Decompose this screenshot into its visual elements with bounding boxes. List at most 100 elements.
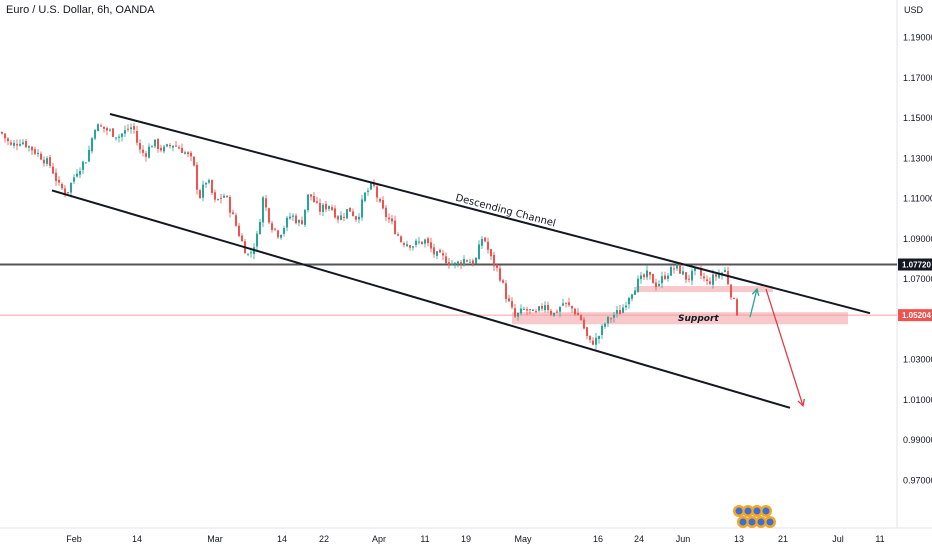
candle-body bbox=[541, 305, 543, 309]
candle-body bbox=[601, 325, 603, 336]
candle-body bbox=[445, 256, 447, 264]
candle-body bbox=[622, 307, 624, 313]
candle-body bbox=[103, 126, 105, 129]
candle-body bbox=[349, 207, 351, 212]
candle-body bbox=[286, 217, 288, 228]
candle-body bbox=[535, 311, 537, 313]
x-tick-label: 13 bbox=[734, 534, 744, 544]
candle-body bbox=[652, 274, 654, 284]
candle-body bbox=[415, 240, 417, 245]
candle-body bbox=[211, 180, 213, 193]
candle-body bbox=[538, 306, 540, 311]
y-tick-label: 1.17000 bbox=[903, 73, 932, 83]
candle-body bbox=[85, 162, 87, 164]
channel-upper-line[interactable] bbox=[109, 113, 871, 315]
candle-body bbox=[277, 230, 279, 238]
y-axis-ticks: 1.19000 1.17000 1.15000 1.13000 1.11000 1.090… bbox=[903, 33, 932, 486]
candle-body bbox=[247, 253, 249, 255]
candle-body bbox=[634, 290, 636, 295]
candle-body bbox=[604, 323, 606, 327]
candle-body bbox=[679, 262, 681, 274]
candle-body bbox=[292, 215, 294, 217]
bullish-arrow[interactable] bbox=[749, 287, 760, 318]
candle-body bbox=[238, 225, 240, 237]
candle-body bbox=[463, 258, 465, 265]
candle-body bbox=[424, 239, 426, 244]
bearish-arrow[interactable] bbox=[765, 288, 805, 408]
candle-body bbox=[490, 249, 492, 257]
candle-body bbox=[10, 142, 12, 145]
economic-events-icons[interactable] bbox=[733, 505, 776, 528]
pullback-zone[interactable] bbox=[636, 286, 773, 293]
candle-body bbox=[301, 220, 303, 225]
candle-body bbox=[379, 199, 381, 202]
candle-body bbox=[127, 128, 129, 130]
candle-body bbox=[418, 241, 420, 243]
x-tick-label: Feb bbox=[66, 534, 82, 544]
candle-body bbox=[190, 152, 192, 157]
candle-body bbox=[682, 271, 684, 275]
candle-body bbox=[232, 212, 234, 215]
candle-body bbox=[49, 157, 51, 166]
candle-body bbox=[403, 243, 405, 245]
candle-body bbox=[343, 216, 345, 218]
candle-body bbox=[334, 208, 336, 218]
candle-body bbox=[730, 284, 732, 298]
current-price-text: 1.05204 bbox=[902, 311, 931, 320]
candle-body bbox=[688, 278, 690, 280]
candle-body bbox=[28, 146, 30, 148]
candle-body bbox=[439, 249, 441, 253]
resistance-price-badge: 1.07720 bbox=[898, 258, 932, 271]
candle-body bbox=[484, 237, 486, 242]
candle-body bbox=[673, 268, 675, 270]
channel-lower-line[interactable] bbox=[51, 189, 791, 409]
y-tick-label: 0.97000 bbox=[903, 475, 932, 485]
candle-body bbox=[352, 211, 354, 217]
candle-body bbox=[547, 305, 549, 311]
candle-body bbox=[268, 208, 270, 223]
candle-body bbox=[298, 220, 300, 223]
candle-body bbox=[559, 306, 561, 312]
candle-body bbox=[214, 192, 216, 200]
candle-body bbox=[289, 216, 291, 219]
candle-body bbox=[550, 310, 552, 315]
candle-body bbox=[646, 270, 648, 278]
candle-body bbox=[580, 315, 582, 321]
candle-body bbox=[154, 139, 156, 147]
candle-body bbox=[205, 182, 207, 185]
candle-body bbox=[4, 133, 6, 139]
candle-body bbox=[157, 139, 159, 150]
candle-body bbox=[241, 235, 243, 242]
candle-body bbox=[457, 261, 459, 265]
candle-body bbox=[481, 238, 483, 246]
x-tick-label: 19 bbox=[461, 534, 471, 544]
candle-body bbox=[715, 274, 717, 277]
candle-body bbox=[421, 241, 423, 245]
candle-body bbox=[145, 153, 147, 157]
candle-body bbox=[97, 124, 99, 132]
candle-body bbox=[388, 217, 390, 220]
candle-body bbox=[595, 337, 597, 345]
candle-body bbox=[691, 270, 693, 281]
candle-body bbox=[496, 264, 498, 268]
candle-body bbox=[427, 238, 429, 244]
candle-body bbox=[469, 261, 471, 263]
candle-body bbox=[61, 183, 63, 189]
candle-body bbox=[106, 128, 108, 131]
candle-body bbox=[724, 270, 726, 272]
candle-body bbox=[736, 299, 738, 316]
candle-body bbox=[532, 309, 534, 312]
y-tick-label: 1.03000 bbox=[903, 355, 932, 365]
candle-body bbox=[526, 309, 528, 311]
candle-body bbox=[658, 283, 660, 286]
x-tick-label: 14 bbox=[132, 534, 142, 544]
candle-body bbox=[148, 146, 150, 158]
candle-body bbox=[256, 233, 258, 247]
candle-body bbox=[160, 147, 162, 151]
candle-body bbox=[94, 129, 96, 139]
candle-body bbox=[607, 316, 609, 324]
candle-body bbox=[718, 273, 720, 278]
